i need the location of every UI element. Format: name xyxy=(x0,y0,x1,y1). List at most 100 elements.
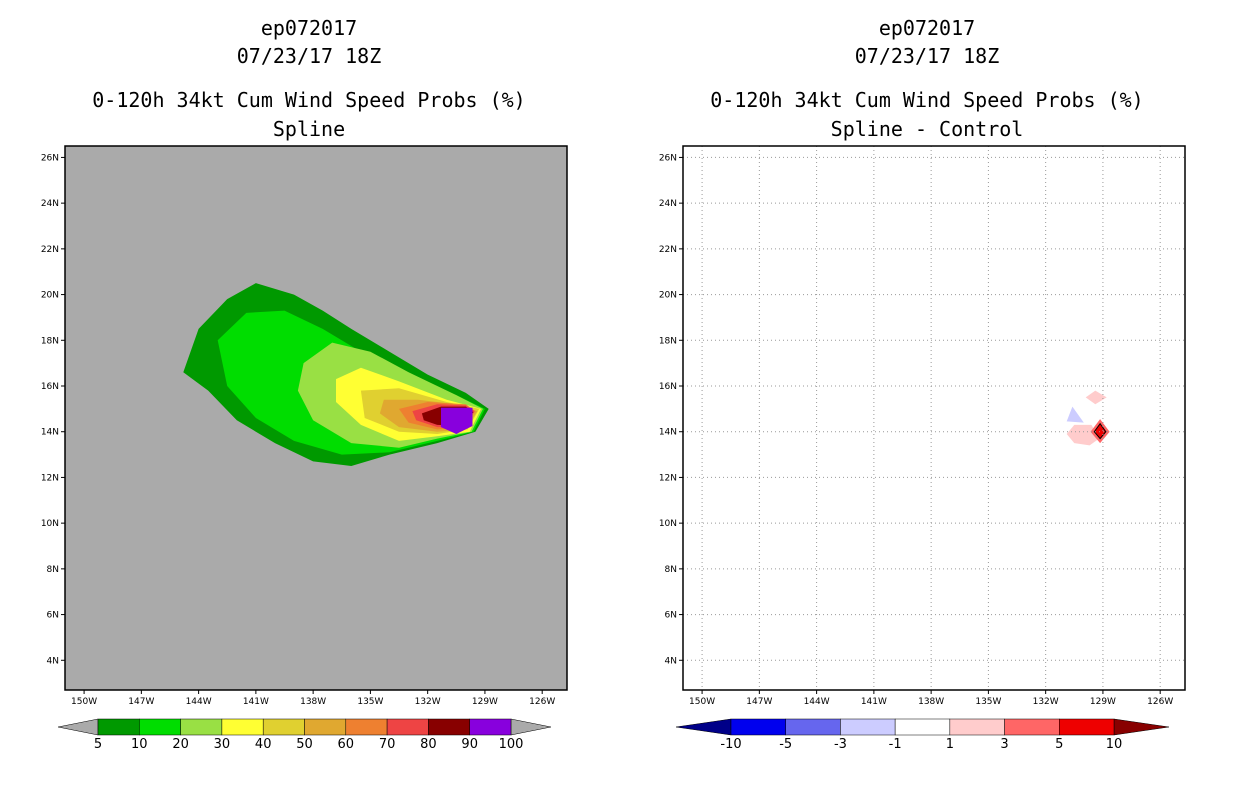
lon-tick-label: 135W xyxy=(357,697,383,707)
lat-tick-label: 4N xyxy=(665,656,677,666)
right-chart: 150W 147W 144W 141W 138W 135W 132W 129W 126W 26N 2… xyxy=(659,145,1186,752)
colorbar-swatch xyxy=(785,718,841,736)
lon-tick-label: 132W xyxy=(415,697,441,707)
colorbar-over-arrow xyxy=(1113,718,1170,736)
contour-fill-3b xyxy=(1066,424,1100,446)
lat-tick-label: 8N xyxy=(47,565,59,575)
lon-tick-label: 141W xyxy=(243,697,269,707)
map-background xyxy=(683,146,1185,690)
right-panel: ep072017 07/23/17 18Z 0-120h 34kt Cum Wi… xyxy=(618,0,1236,800)
lon-tick-label: 129W xyxy=(1090,697,1116,707)
colorbar-label: -1 xyxy=(889,737,902,752)
lon-tick-label: 150W xyxy=(71,697,97,707)
lon-tick-label: 141W xyxy=(861,697,887,707)
lat-tick-label: 4N xyxy=(47,656,59,666)
contour-layer xyxy=(183,283,489,466)
lat-tick-label: 6N xyxy=(47,611,59,621)
right-product-title: 0-120h 34kt Cum Wind Speed Probs (%) xyxy=(710,88,1144,112)
right-storm-id: ep072017 xyxy=(878,16,976,40)
lat-tick-label: 24N xyxy=(659,199,677,209)
left-product-title: 0-120h 34kt Cum Wind Speed Probs (%) xyxy=(92,88,526,112)
colorbar-swatch xyxy=(949,718,1005,736)
left-subtitle: Spline xyxy=(272,117,346,141)
lat-tick-label: 24N xyxy=(41,199,59,209)
lon-tick-label: 126W xyxy=(1147,697,1173,707)
lat-tick-label: 22N xyxy=(659,245,677,255)
lat-tick-label: 14N xyxy=(659,428,677,438)
lat-tick-label: 12N xyxy=(41,473,59,483)
right-subtitle: Spline - Control xyxy=(830,117,1024,141)
colorbar-label: 10 xyxy=(1106,737,1123,752)
lat-tick-label: 26N xyxy=(659,153,677,163)
colorbar-label: 1 xyxy=(946,737,954,752)
left-valid-time: 07/23/17 18Z xyxy=(236,44,382,68)
lat-tick-label: 6N xyxy=(665,611,677,621)
lat-tick-label: 26N xyxy=(41,153,59,163)
lon-tick-label: 135W xyxy=(975,697,1001,707)
colorbar-label: 3 xyxy=(1000,737,1008,752)
colorbar-label: 40 xyxy=(255,737,272,752)
colorbar-label: 20 xyxy=(172,737,189,752)
colorbar-label: 5 xyxy=(94,737,102,752)
colorbar-swatch xyxy=(840,718,896,736)
colorbar-swatch xyxy=(345,718,388,736)
lat-tick-label: 20N xyxy=(659,291,677,301)
colorbar-swatch xyxy=(139,718,181,736)
lon-tick-label: 147W xyxy=(746,697,772,707)
colorbar-swatch xyxy=(730,718,786,736)
colorbar-label: 100 xyxy=(499,737,524,752)
colorbar-swatch xyxy=(180,718,223,736)
lon-tick-label: 129W xyxy=(472,697,498,707)
lon-tick-label: 147W xyxy=(128,697,154,707)
colorbar-label: -10 xyxy=(720,737,741,752)
lon-tick-label: 138W xyxy=(300,697,326,707)
colorbar-label: 30 xyxy=(214,737,231,752)
lon-tick-label: 126W xyxy=(529,697,555,707)
lat-tick-label: 20N xyxy=(41,291,59,301)
right-valid-time: 07/23/17 18Z xyxy=(854,44,1000,68)
colorbar-label: -3 xyxy=(834,737,847,752)
lat-tick-label: 8N xyxy=(665,565,677,575)
colorbar-swatch xyxy=(469,718,512,736)
colorbar-over-arrow xyxy=(510,718,552,736)
colorbar-label: 90 xyxy=(461,737,478,752)
contour-fill-3 xyxy=(1085,390,1107,405)
lat-tick-label: 18N xyxy=(659,336,677,346)
colorbar-label: 5 xyxy=(1055,737,1063,752)
colorbar-swatch xyxy=(221,718,264,736)
colorbar-label: 60 xyxy=(338,737,355,752)
colorbar-swatch xyxy=(1059,718,1115,736)
colorbar-swatch xyxy=(386,718,429,736)
colorbar-label: 70 xyxy=(379,737,396,752)
left-chart: 150W 147W 144W 141W 138W 135W 132W 129W 126W 26N 2… xyxy=(41,145,568,752)
colorbar-swatch xyxy=(97,718,140,736)
left-storm-id: ep072017 xyxy=(260,16,358,40)
colorbar-label: -5 xyxy=(779,737,792,752)
colorbar-label: 50 xyxy=(296,737,313,752)
colorbar-swatch xyxy=(428,718,470,736)
map-frame xyxy=(682,145,1186,691)
contour-fill--3 xyxy=(1066,406,1084,423)
colorbar-swatch xyxy=(1004,718,1060,736)
lon-tick-label: 138W xyxy=(918,697,944,707)
lat-tick-label: 10N xyxy=(659,519,677,529)
lat-tick-label: 12N xyxy=(659,473,677,483)
map-frame xyxy=(64,145,568,691)
colorbar-label: 80 xyxy=(420,737,437,752)
lon-tick-label: 132W xyxy=(1033,697,1059,707)
colorbar-under-arrow xyxy=(57,718,99,736)
lat-tick-label: 16N xyxy=(41,382,59,392)
lat-tick-label: 10N xyxy=(41,519,59,529)
lon-tick-label: 144W xyxy=(804,697,830,707)
colorbar-swatch xyxy=(894,718,951,736)
colorbar-under-arrow xyxy=(675,718,732,736)
colorbar-label: 10 xyxy=(131,737,148,752)
lat-tick-label: 18N xyxy=(41,336,59,346)
lat-tick-label: 16N xyxy=(659,382,677,392)
lon-tick-label: 150W xyxy=(689,697,715,707)
lat-tick-label: 22N xyxy=(41,245,59,255)
left-panel: ep072017 07/23/17 18Z 0-120h 34kt Cum Wi… xyxy=(41,16,568,752)
contour-fill-90 xyxy=(441,407,473,434)
lon-tick-label: 144W xyxy=(186,697,212,707)
colorbar-swatch xyxy=(304,718,347,736)
